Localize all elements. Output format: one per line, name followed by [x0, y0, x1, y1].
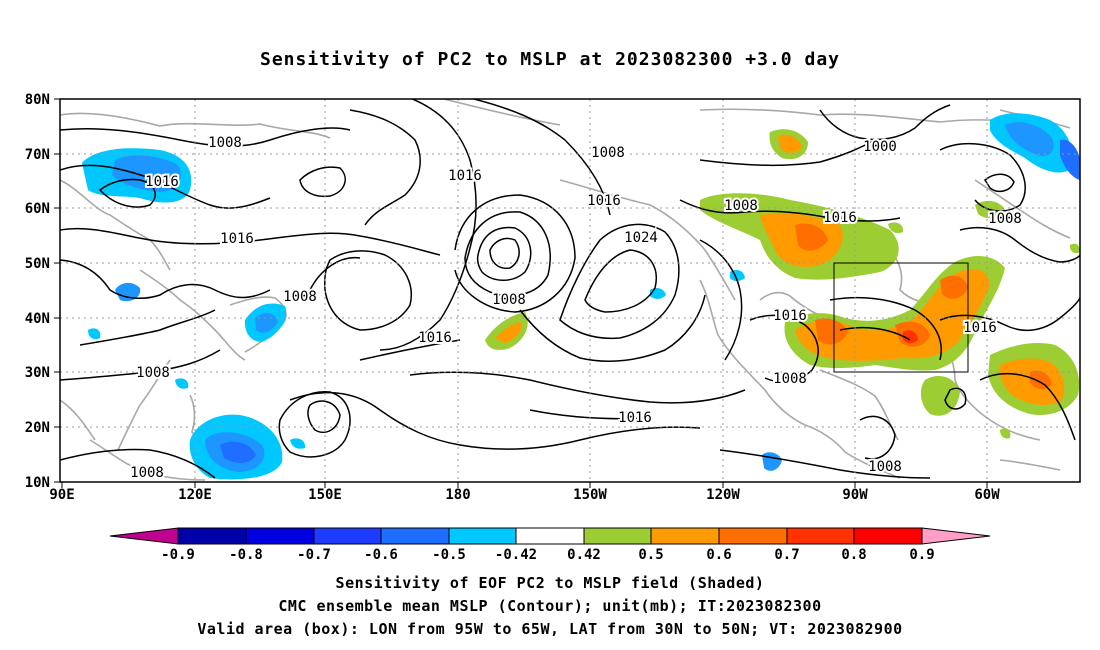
lon-tick-label: 60W: [974, 487, 1000, 503]
contour-label: 1008: [283, 289, 317, 305]
lon-tick-label: 90E: [49, 487, 74, 503]
contour-label: 1016: [618, 410, 652, 426]
contour-label: 1000: [863, 139, 897, 155]
colorbar-swatch: [515, 527, 585, 545]
lat-tick-label: 20N: [25, 420, 50, 436]
colorbar-max-triangle: [921, 527, 991, 545]
lat-tick-label: 40N: [25, 311, 50, 327]
colorbar-swatch: [650, 527, 720, 545]
colorbar-label: -0.5: [432, 547, 466, 563]
lat-tick-label: 30N: [25, 365, 50, 381]
contour-label: 1008: [136, 365, 170, 381]
colorbar-label: -0.6: [364, 547, 398, 563]
colorbar-swatch: [245, 527, 315, 545]
contour-labels: 1008 1008 1016 1016 1008 1016 1008 1016 …: [128, 133, 1024, 483]
lat-tick-label: 50N: [25, 256, 50, 272]
caption-valid-area: Valid area (box): LON from 95W to 65W, L…: [197, 620, 903, 638]
contour-label: 1008: [591, 145, 625, 161]
lat-tick-label: 60N: [25, 201, 50, 217]
colorbar-swatch: [786, 527, 855, 545]
colorbar-swatch: [448, 527, 517, 545]
contour-label: 1008: [988, 211, 1022, 227]
contour-label: 1016: [418, 330, 452, 346]
contour-label: 1008: [868, 459, 902, 475]
plot-frame: [59, 98, 1081, 483]
colorbar: [109, 527, 991, 545]
contour-label: 1016: [773, 308, 807, 324]
colorbar-swatch: [853, 527, 923, 545]
contour-label: 1024: [624, 230, 658, 246]
gridlines: [60, 99, 1080, 482]
contour-label: 1016: [963, 320, 997, 336]
valid-area-box: [833, 262, 969, 373]
positive-sensitivity-areas: [485, 129, 1080, 439]
colorbar-label: 0.8: [841, 547, 866, 563]
colorbar-label: 0.9: [909, 547, 934, 563]
lon-tick-label: 150W: [573, 487, 607, 503]
lat-axis: [54, 98, 60, 483]
contour-label: 1008: [724, 198, 758, 214]
colorbar-swatch: [583, 527, 652, 545]
contour-label: 1008: [773, 371, 807, 387]
colorbar-swatch: [177, 527, 247, 545]
lon-tick-label: 150E: [308, 487, 342, 503]
colorbar-min-triangle: [109, 527, 179, 545]
lon-tick-label: 180: [445, 487, 470, 503]
lon-tick-label: 90W: [842, 487, 868, 503]
colorbar-label: 0.42: [567, 547, 601, 563]
colorbar-label: -0.42: [495, 547, 537, 563]
contour-label: 1016: [823, 210, 857, 226]
contour-label: 1016: [448, 168, 482, 184]
lon-tick-label: 120E: [178, 487, 212, 503]
colorbar-swatch: [380, 527, 450, 545]
contour-label: 1016: [587, 193, 621, 209]
contour-label: 1008: [492, 292, 526, 308]
colorbar-labels: -0.9 -0.8 -0.7 -0.6 -0.5 -0.42 0.42 0.5 …: [161, 547, 935, 563]
lat-tick-label: 80N: [25, 92, 50, 108]
caption-contour: CMC ensemble mean MSLP (Contour); unit(m…: [278, 597, 822, 615]
lon-tick-label: 120W: [706, 487, 740, 503]
contour-label: 1016: [220, 231, 254, 247]
colorbar-label: 0.7: [774, 547, 799, 563]
colorbar-label: 0.5: [638, 547, 663, 563]
lat-tick-label: 70N: [25, 147, 50, 163]
colorbar-label: -0.8: [229, 547, 263, 563]
colorbar-label: -0.9: [161, 547, 195, 563]
mslp-contours: [60, 99, 1080, 479]
caption-shading: Sensitivity of EOF PC2 to MSLP field (Sh…: [335, 574, 765, 592]
lon-axis: [61, 482, 988, 488]
colorbar-label: -0.7: [297, 547, 331, 563]
lat-tick-label: 10N: [25, 475, 50, 491]
negative-sensitivity-areas: [82, 113, 1080, 480]
contour-label: 1008: [130, 465, 164, 481]
contour-label: 1008: [208, 135, 242, 151]
map-title: Sensitivity of PC2 to MSLP at 2023082300…: [259, 49, 840, 70]
colorbar-swatch: [313, 527, 382, 545]
colorbar-swatch: [718, 527, 788, 545]
contour-label: 1016: [145, 174, 179, 190]
colorbar-label: 0.6: [706, 547, 731, 563]
